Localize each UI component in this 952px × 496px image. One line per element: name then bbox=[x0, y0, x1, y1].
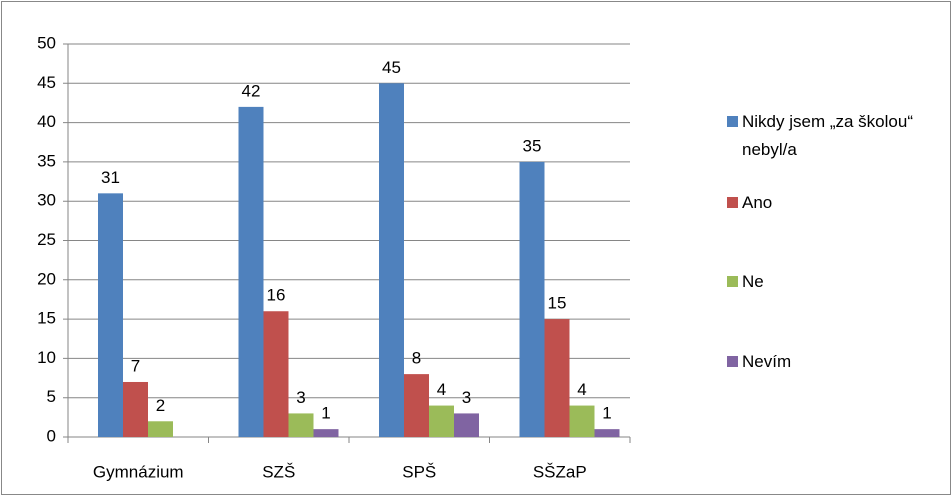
y-tick-label: 5 bbox=[47, 387, 56, 406]
bar bbox=[594, 429, 620, 437]
bar bbox=[313, 429, 339, 437]
bar bbox=[238, 106, 264, 437]
y-tick-label: 15 bbox=[37, 309, 56, 328]
bar bbox=[569, 405, 595, 437]
data-label: 4 bbox=[577, 380, 586, 399]
x-tick-label: SZŠ bbox=[262, 462, 295, 481]
data-label: 3 bbox=[296, 388, 305, 407]
y-tick-label: 35 bbox=[37, 151, 56, 170]
y-tick-label: 0 bbox=[47, 426, 56, 445]
legend-item: Nikdy jsem „za školou“ nebyl/a bbox=[727, 108, 942, 164]
bar bbox=[263, 311, 289, 437]
legend-label: Nikdy jsem „za školou“ nebyl/a bbox=[742, 112, 913, 159]
legend-swatch bbox=[727, 197, 738, 208]
y-tick-label: 40 bbox=[37, 112, 56, 131]
bar bbox=[544, 319, 570, 437]
data-label: 1 bbox=[321, 404, 330, 423]
bar bbox=[519, 161, 545, 437]
legend-item: Nevím bbox=[727, 348, 942, 376]
bar bbox=[454, 413, 479, 437]
legend-swatch bbox=[727, 116, 738, 127]
data-label: 2 bbox=[156, 396, 165, 415]
data-label: 1 bbox=[602, 404, 611, 423]
bar bbox=[429, 405, 454, 437]
bar bbox=[404, 374, 429, 437]
bar bbox=[379, 83, 404, 438]
legend-item: Ne bbox=[727, 268, 942, 296]
legend-label: Nevím bbox=[742, 352, 792, 371]
data-label: 15 bbox=[548, 294, 567, 313]
data-label: 16 bbox=[267, 286, 286, 305]
legend-swatch bbox=[727, 356, 738, 367]
data-label: 45 bbox=[382, 58, 401, 77]
data-label: 35 bbox=[523, 136, 542, 155]
bar bbox=[288, 413, 314, 437]
data-label: 8 bbox=[412, 349, 421, 368]
y-tick-label: 45 bbox=[37, 73, 56, 92]
legend-item: Ano bbox=[727, 189, 942, 217]
data-label: 42 bbox=[242, 81, 261, 100]
x-tick-label: SŠZaP bbox=[533, 462, 587, 481]
x-tick-label: SPŠ bbox=[402, 462, 436, 481]
y-tick-label: 10 bbox=[37, 348, 56, 367]
x-tick-label: Gymnázium bbox=[93, 462, 184, 481]
data-label: 4 bbox=[437, 380, 446, 399]
y-tick-label: 20 bbox=[37, 269, 56, 288]
bar bbox=[148, 421, 173, 437]
y-tick-label: 50 bbox=[37, 33, 56, 52]
data-label: 3 bbox=[462, 388, 471, 407]
y-tick-label: 25 bbox=[37, 230, 56, 249]
data-label: 7 bbox=[131, 356, 140, 375]
legend-swatch bbox=[727, 276, 738, 287]
data-label: 31 bbox=[101, 168, 120, 187]
legend-label: Ano bbox=[742, 193, 773, 212]
legend-label: Ne bbox=[742, 272, 764, 291]
bar bbox=[98, 193, 123, 437]
bar bbox=[123, 381, 148, 437]
y-tick-label: 30 bbox=[37, 191, 56, 210]
